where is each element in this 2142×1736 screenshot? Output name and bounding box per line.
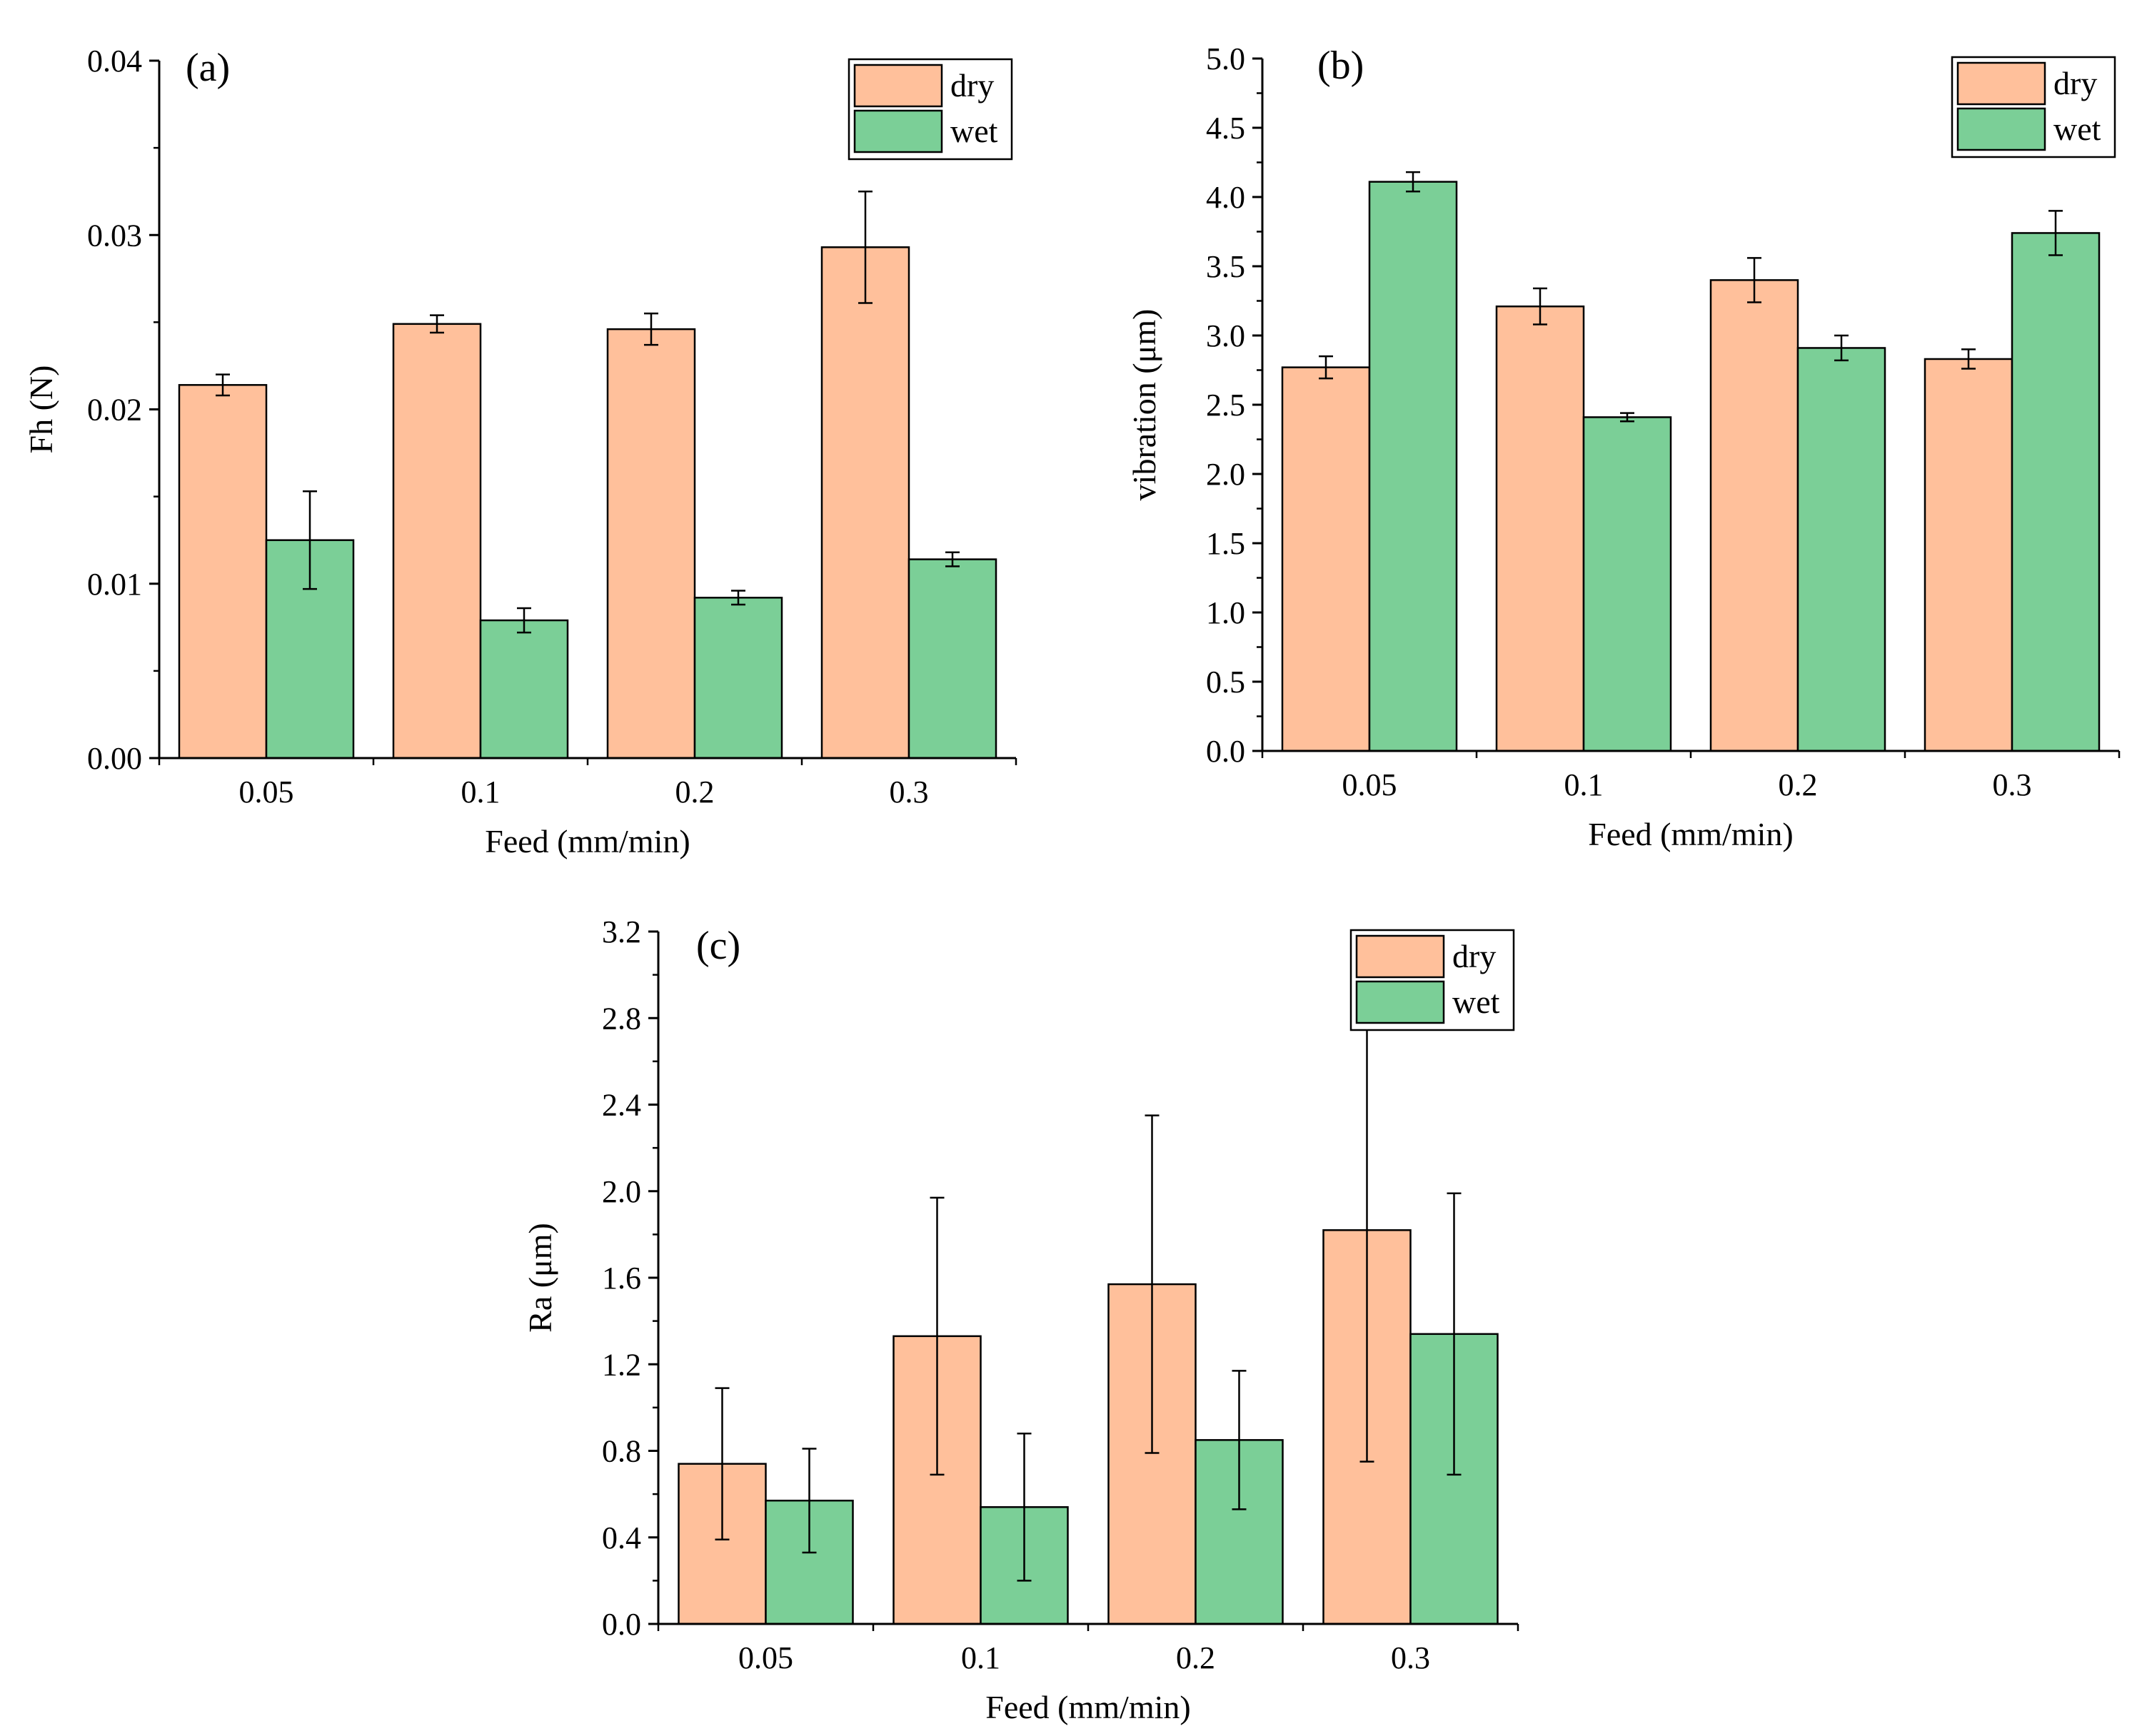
legend-swatch-wet bbox=[1355, 980, 1445, 1024]
y-tick-label: 0.03 bbox=[87, 218, 142, 253]
y-axis-title: Fh (N) bbox=[23, 365, 59, 454]
bar-dry-0.1 bbox=[1495, 306, 1585, 752]
bar-wet-0.05 bbox=[1368, 181, 1458, 752]
legend-swatch-wet bbox=[1956, 107, 2046, 151]
x-tick-label: 0.2 bbox=[1779, 767, 1818, 802]
x-tick-label: 0.2 bbox=[675, 774, 715, 809]
bar-dry-0.2 bbox=[1709, 279, 1799, 752]
legend-swatch-dry bbox=[1956, 61, 2046, 106]
legend-label-dry: dry bbox=[1452, 938, 1496, 974]
y-tick-label: 0.0 bbox=[1206, 734, 1245, 769]
x-tick-label: 0.3 bbox=[1993, 767, 2032, 802]
y-tick-label: 0.4 bbox=[602, 1520, 641, 1555]
legend-label-dry: dry bbox=[2053, 65, 2097, 101]
y-tick-label: 0.0 bbox=[602, 1607, 641, 1642]
y-tick-label: 0.04 bbox=[87, 44, 142, 79]
y-tick-label: 2.4 bbox=[602, 1088, 641, 1123]
legend-swatch-dry bbox=[1355, 934, 1445, 979]
x-axis-title: Feed (mm/min) bbox=[485, 823, 690, 859]
bar-dry-0.3 bbox=[1924, 358, 2013, 752]
panel-label: (c) bbox=[696, 924, 740, 968]
y-tick-label: 1.2 bbox=[602, 1347, 641, 1382]
y-tick-label: 1.5 bbox=[1206, 526, 1245, 561]
chart-panel-2: (b) 0.0 0.5 1.0 1.5 2.0 2.5 3.0 3.5 4.0 4.5 5.0 0.05… bbox=[1126, 41, 2121, 852]
y-tick-label: 1.6 bbox=[602, 1261, 641, 1296]
x-axis-title: Feed (mm/min) bbox=[1588, 816, 1793, 852]
x-tick-label: 0.05 bbox=[738, 1640, 793, 1675]
x-tick-label: 0.2 bbox=[1176, 1640, 1215, 1675]
panel-label: (a) bbox=[186, 46, 230, 90]
bar-wet-0.2 bbox=[1796, 347, 1886, 752]
bar-dry-0.05 bbox=[1281, 366, 1371, 752]
y-tick-label: 0.8 bbox=[602, 1434, 641, 1469]
y-tick-label: 2.8 bbox=[602, 1001, 641, 1036]
y-tick-label: 0.00 bbox=[87, 741, 142, 776]
x-tick-label: 0.1 bbox=[961, 1640, 1000, 1675]
x-tick-label: 0.3 bbox=[890, 774, 929, 809]
legend: dry wet bbox=[1349, 929, 1515, 1031]
y-tick-label: 2.5 bbox=[1206, 388, 1245, 423]
x-tick-label: 0.1 bbox=[461, 774, 501, 809]
y-tick-label: 3.0 bbox=[1206, 318, 1245, 353]
x-tick-label: 0.05 bbox=[239, 774, 294, 809]
bar-wet-0.3 bbox=[2011, 232, 2101, 752]
legend-label-wet: wet bbox=[2053, 111, 2101, 147]
legend-label-dry: dry bbox=[950, 67, 994, 104]
y-tick-label: 2.0 bbox=[602, 1174, 641, 1209]
legend: dry wet bbox=[848, 58, 1013, 161]
bar-dry-0.3 bbox=[820, 246, 910, 760]
y-tick-label: 4.0 bbox=[1206, 180, 1245, 215]
y-tick-label: 1.0 bbox=[1206, 595, 1245, 630]
y-tick-label: 2.0 bbox=[1206, 457, 1245, 492]
chart-panel-1: (a) 0.00 0.01 0.02 0.03 0.04 0.05 0.1 0.2 0.3 Feed… bbox=[23, 44, 1017, 859]
bar-wet-0.2 bbox=[693, 597, 783, 760]
bar-dry-0.05 bbox=[178, 384, 268, 760]
bar-wet-0.1 bbox=[1582, 416, 1672, 752]
chart-panel-3: (c) 0.0 0.4 0.8 1.2 1.6 2.0 2.4 2.8 3.2 0.05 0.1 0.2… bbox=[522, 914, 1519, 1725]
legend-label-wet: wet bbox=[1452, 984, 1500, 1020]
legend-label-wet: wet bbox=[950, 113, 998, 149]
y-tick-label: 0.02 bbox=[87, 393, 142, 428]
x-axis-title: Feed (mm/min) bbox=[985, 1689, 1190, 1725]
legend: dry wet bbox=[1951, 56, 2116, 158]
y-tick-label: 0.5 bbox=[1206, 665, 1245, 700]
bar-wet-0.1 bbox=[479, 619, 569, 760]
x-tick-label: 0.1 bbox=[1564, 767, 1604, 802]
legend-swatch-dry bbox=[853, 64, 943, 108]
panel-label: (b) bbox=[1317, 44, 1364, 88]
y-tick-label: 4.5 bbox=[1206, 111, 1245, 146]
y-tick-label: 3.2 bbox=[602, 914, 641, 949]
bar-wet-0.3 bbox=[907, 558, 997, 760]
bar-dry-0.1 bbox=[392, 323, 482, 760]
y-tick-label: 3.5 bbox=[1206, 249, 1245, 284]
y-axis-title: vibration (μm) bbox=[1126, 309, 1162, 501]
bar-dry-0.2 bbox=[606, 328, 696, 760]
x-tick-label: 0.05 bbox=[1342, 767, 1397, 802]
y-tick-label: 5.0 bbox=[1206, 41, 1245, 76]
y-tick-label: 0.01 bbox=[87, 567, 142, 602]
x-tick-label: 0.3 bbox=[1391, 1640, 1430, 1675]
y-axis-title: Ra (μm) bbox=[522, 1223, 558, 1333]
legend-swatch-wet bbox=[853, 109, 943, 153]
